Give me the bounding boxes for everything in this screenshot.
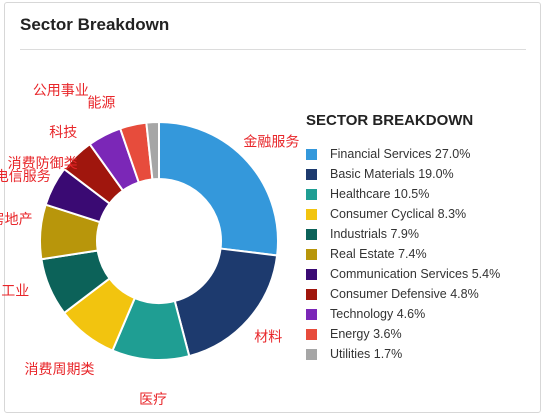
legend-swatch	[306, 228, 317, 240]
legend-swatch	[306, 288, 317, 300]
slice-financial-services[interactable]	[158, 120, 279, 257]
legend-swatch	[306, 328, 317, 340]
legend-label: Basic Materials 19.0%	[330, 167, 454, 181]
annotation-financial-services: 金融服务	[243, 135, 299, 151]
chart-legend: Financial Services 27.0% Basic Materials …	[306, 144, 500, 364]
legend-item-financial-services[interactable]: Financial Services 27.0%	[306, 144, 500, 164]
legend-label: Financial Services 27.0%	[330, 147, 471, 161]
legend-label: Real Estate 7.4%	[330, 247, 427, 261]
slice-utilities[interactable]	[145, 120, 160, 181]
annotation-healthcare: 医疗	[139, 392, 167, 408]
legend-label: Communication Services 5.4%	[330, 267, 501, 281]
legend-label: Industrials 7.9%	[330, 227, 419, 241]
legend-item-healthcare[interactable]: Healthcare 10.5%	[306, 184, 500, 204]
annotation-real-estate: 房地产	[0, 212, 33, 228]
legend-item-utilities[interactable]: Utilities 1.7%	[306, 344, 500, 364]
annotation-industrials: 工业	[1, 283, 29, 299]
annotation-energy: 能源	[87, 95, 115, 111]
legend-label: Consumer Cyclical 8.3%	[330, 207, 467, 221]
legend-swatch	[306, 168, 317, 180]
legend-item-communication-services[interactable]: Communication Services 5.4%	[306, 264, 500, 284]
legend-swatch	[306, 188, 317, 200]
legend-swatch	[306, 308, 317, 320]
legend-swatch	[306, 208, 317, 220]
legend-label: Healthcare 10.5%	[330, 187, 430, 201]
card-title: Sector Breakdown	[20, 15, 170, 34]
legend-title: SECTOR BREAKDOWN	[306, 112, 474, 129]
title-divider	[20, 49, 526, 50]
legend-swatch	[306, 268, 317, 280]
legend-item-real-estate[interactable]: Real Estate 7.4%	[306, 244, 500, 264]
annotation-technology: 科技	[49, 125, 77, 141]
legend-item-consumer-cyclical[interactable]: Consumer Cyclical 8.3%	[306, 204, 500, 224]
annotation-basic-materials: 材料	[254, 329, 282, 345]
annotation-consumer-cyclical: 消费周期类	[24, 362, 94, 378]
legend-item-technology[interactable]: Technology 4.6%	[306, 304, 500, 324]
legend-item-basic-materials[interactable]: Basic Materials 19.0%	[306, 164, 500, 184]
legend-item-industrials[interactable]: Industrials 7.9%	[306, 224, 500, 244]
legend-item-consumer-defensive[interactable]: Consumer Defensive 4.8%	[306, 284, 500, 304]
legend-label: Consumer Defensive 4.8%	[330, 287, 479, 301]
annotation-utilities: 公用事业	[33, 83, 89, 99]
annotation-consumer-defensive: 消费防御类	[8, 156, 78, 172]
legend-label: Technology 4.6%	[330, 307, 426, 321]
annotation-communication-services: 电信服务	[0, 169, 51, 185]
legend-swatch	[306, 348, 317, 360]
legend-item-energy[interactable]: Energy 3.6%	[306, 324, 500, 344]
legend-swatch	[306, 148, 317, 160]
legend-swatch	[306, 248, 317, 260]
bottom-edge-strip	[428, 411, 538, 418]
legend-label: Utilities 1.7%	[330, 347, 403, 361]
legend-label: Energy 3.6%	[330, 327, 402, 341]
